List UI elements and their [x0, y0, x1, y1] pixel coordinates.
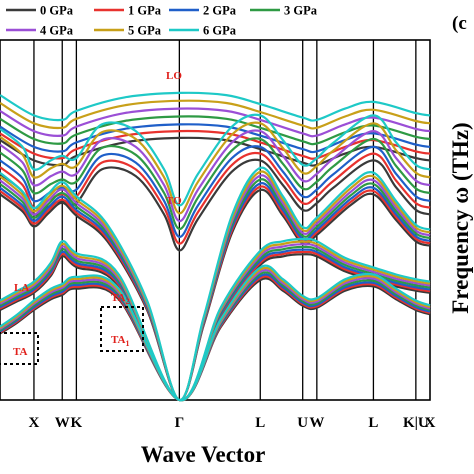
x-axis-title: Wave Vector	[141, 442, 266, 467]
series-5-GPa-LO	[0, 99, 431, 130]
panel-label: (c	[452, 13, 467, 34]
legend: 0 GPa 1 GPa 2 GPa 3 GPa 4 GPa 5 GPa 6 GPa	[6, 4, 318, 38]
annotation-ta: TA	[13, 346, 28, 358]
annotation-ta2: TA2	[111, 292, 129, 306]
x-tick-label: U	[297, 415, 308, 431]
legend-label: 5 GPa	[128, 24, 162, 38]
x-tick-label: K	[71, 415, 83, 431]
series-3-GPa-LO	[0, 115, 431, 146]
legend-label: 6 GPa	[203, 24, 237, 38]
annotation-to: TO	[166, 195, 182, 207]
series-3-GPa-TO	[0, 137, 431, 231]
x-tick-label: X	[29, 415, 40, 431]
x-tick-label: K|U	[403, 415, 429, 431]
legend-label: 3 GPa	[284, 4, 318, 18]
x-tick-label: L	[368, 415, 378, 431]
x-tick-label: L	[255, 415, 265, 431]
series-4-GPa-LO	[0, 107, 431, 138]
x-tick-label: W	[55, 415, 70, 431]
series-5-GPa-TO	[0, 121, 431, 215]
series-6-GPa-LA	[0, 166, 431, 402]
series-6-GPa-TA2	[0, 237, 431, 402]
x-tick-label: X	[425, 415, 436, 431]
series-6-GPa-LO	[0, 91, 431, 122]
series-2-GPa-LO	[0, 123, 431, 154]
x-tick-labels: X W K Γ L U W L K|UX	[29, 415, 436, 431]
legend-label: 2 GPa	[203, 4, 237, 18]
series-6-GPa-TO	[0, 113, 431, 207]
plot-frame	[0, 39, 431, 401]
highlight-boxes	[0, 306, 144, 365]
series-6-GPa-TA1	[0, 264, 431, 402]
ta-highlight-box	[0, 332, 39, 365]
annotation-lo: LO	[166, 70, 182, 82]
x-tick-label: Γ	[175, 415, 185, 431]
legend-label: 4 GPa	[40, 24, 74, 38]
annotation-la: LA	[14, 282, 29, 294]
ta1-ta2-highlight-box	[100, 306, 144, 352]
series-0-GPa-LA	[0, 188, 431, 402]
x-tick-label: W	[309, 415, 324, 431]
series-4-GPa-TO	[0, 129, 431, 223]
legend-label: 0 GPa	[40, 4, 74, 18]
legend-label: 1 GPa	[128, 4, 162, 18]
y-axis-title: Frequency ω (THz)	[448, 122, 473, 313]
annotation-ta1: TA1	[111, 334, 129, 348]
dispersion-curves	[0, 91, 431, 402]
